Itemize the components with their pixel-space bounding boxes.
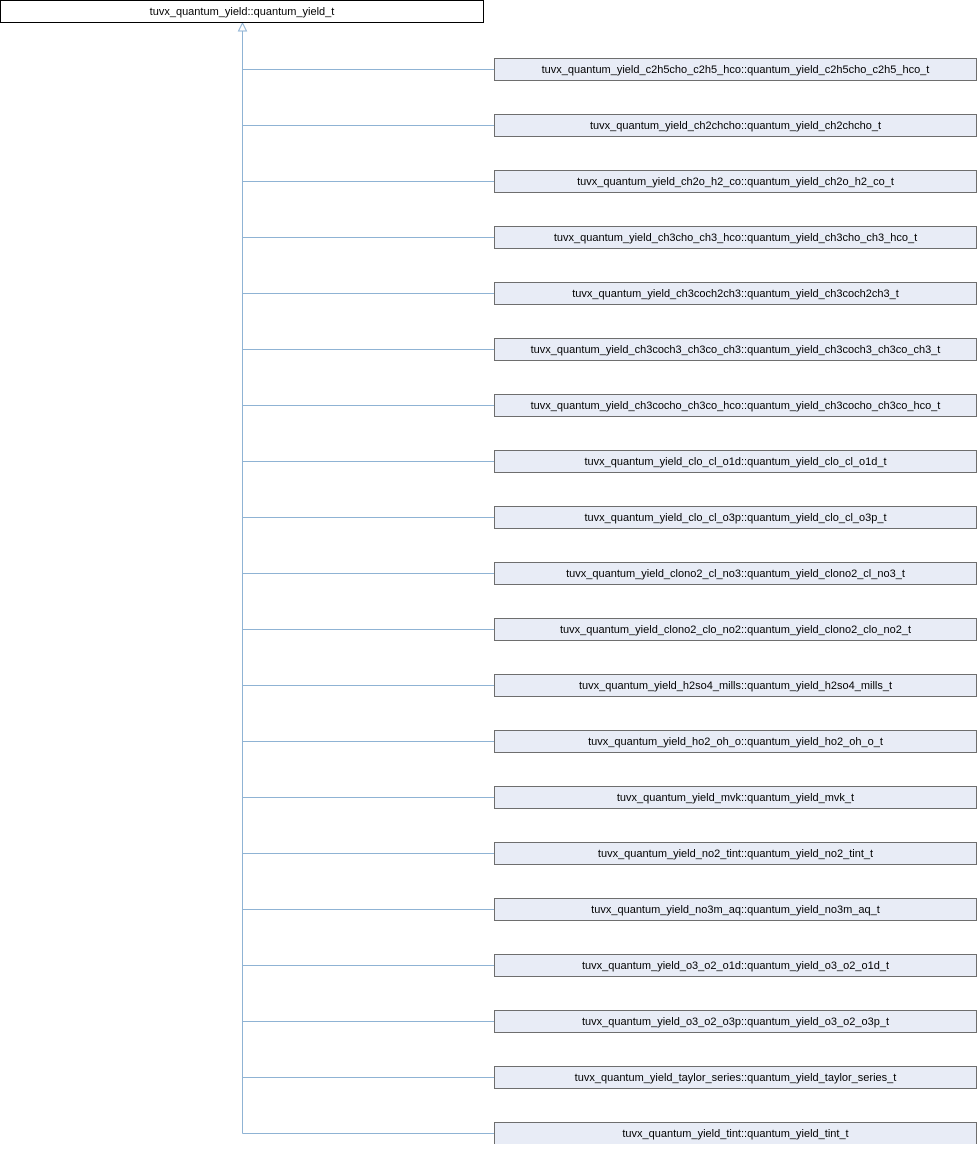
class-box[interactable] — [494, 786, 977, 809]
class-box[interactable] — [494, 1010, 977, 1033]
class-box[interactable] — [494, 954, 977, 977]
class-label[interactable]: tuvx_quantum_yield_ho2_oh_o::quantum_yie… — [588, 736, 883, 748]
class-box[interactable] — [494, 618, 977, 641]
inheritance-arrow — [237, 21, 248, 32]
class-box[interactable] — [494, 394, 977, 417]
root-box[interactable] — [0, 0, 484, 23]
class-label[interactable]: tuvx_quantum_yield_taylor_series::quantu… — [575, 1072, 897, 1084]
class-label[interactable]: tuvx_quantum_yield_clo_cl_o3p::quantum_y… — [584, 512, 886, 524]
class-label[interactable]: tuvx_quantum_yield_ch2chcho::quantum_yie… — [590, 120, 881, 132]
class-box[interactable] — [494, 450, 977, 473]
class-label[interactable]: tuvx_quantum_yield_o3_o2_o3p::quantum_yi… — [582, 1016, 889, 1028]
class-label[interactable]: tuvx_quantum_yield_c2h5cho_c2h5_hco::qua… — [542, 64, 930, 76]
class-box[interactable] — [494, 282, 977, 305]
class-label[interactable]: tuvx_quantum_yield_ch3coch3_ch3co_ch3::q… — [531, 344, 941, 356]
class-label[interactable]: tuvx_quantum_yield_tint::quantum_yield_t… — [622, 1128, 848, 1140]
class-box[interactable] — [494, 58, 977, 81]
class-box[interactable] — [494, 114, 977, 137]
class-label[interactable]: tuvx_quantum_yield_clono2_clo_no2::quant… — [560, 624, 911, 636]
class-box[interactable] — [494, 898, 977, 921]
class-label[interactable]: tuvx_quantum_yield_ch3cho_ch3_hco::quant… — [554, 232, 917, 244]
class-label[interactable]: tuvx_quantum_yield_ch2o_h2_co::quantum_y… — [577, 176, 894, 188]
class-label[interactable]: tuvx_quantum_yield_no3m_aq::quantum_yiel… — [591, 904, 880, 916]
class-box[interactable] — [494, 842, 977, 865]
class-box[interactable] — [494, 170, 977, 193]
class-box[interactable] — [494, 562, 977, 585]
class-label[interactable]: tuvx_quantum_yield_clo_cl_o1d::quantum_y… — [584, 456, 886, 468]
class-label[interactable]: tuvx_quantum_yield_ch3coch2ch3::quantum_… — [572, 288, 899, 300]
class-label[interactable]: tuvx_quantum_yield_h2so4_mills::quantum_… — [579, 680, 892, 692]
class-box[interactable] — [494, 226, 977, 249]
class-box[interactable] — [494, 338, 977, 361]
root-label[interactable]: tuvx_quantum_yield::quantum_yield_t — [150, 6, 335, 18]
class-box[interactable] — [494, 1066, 977, 1089]
class-box[interactable] — [494, 730, 977, 753]
class-box[interactable] — [494, 506, 977, 529]
class-label[interactable]: tuvx_quantum_yield_clono2_cl_no3::quantu… — [566, 568, 905, 580]
class-label[interactable]: tuvx_quantum_yield_ch3cocho_ch3co_hco::q… — [531, 400, 941, 412]
class-label[interactable]: tuvx_quantum_yield_no2_tint::quantum_yie… — [598, 848, 873, 860]
class-label[interactable]: tuvx_quantum_yield_mvk::quantum_yield_mv… — [617, 792, 854, 804]
class-label[interactable]: tuvx_quantum_yield_o3_o2_o1d::quantum_yi… — [582, 960, 889, 972]
class-box[interactable] — [494, 674, 977, 697]
